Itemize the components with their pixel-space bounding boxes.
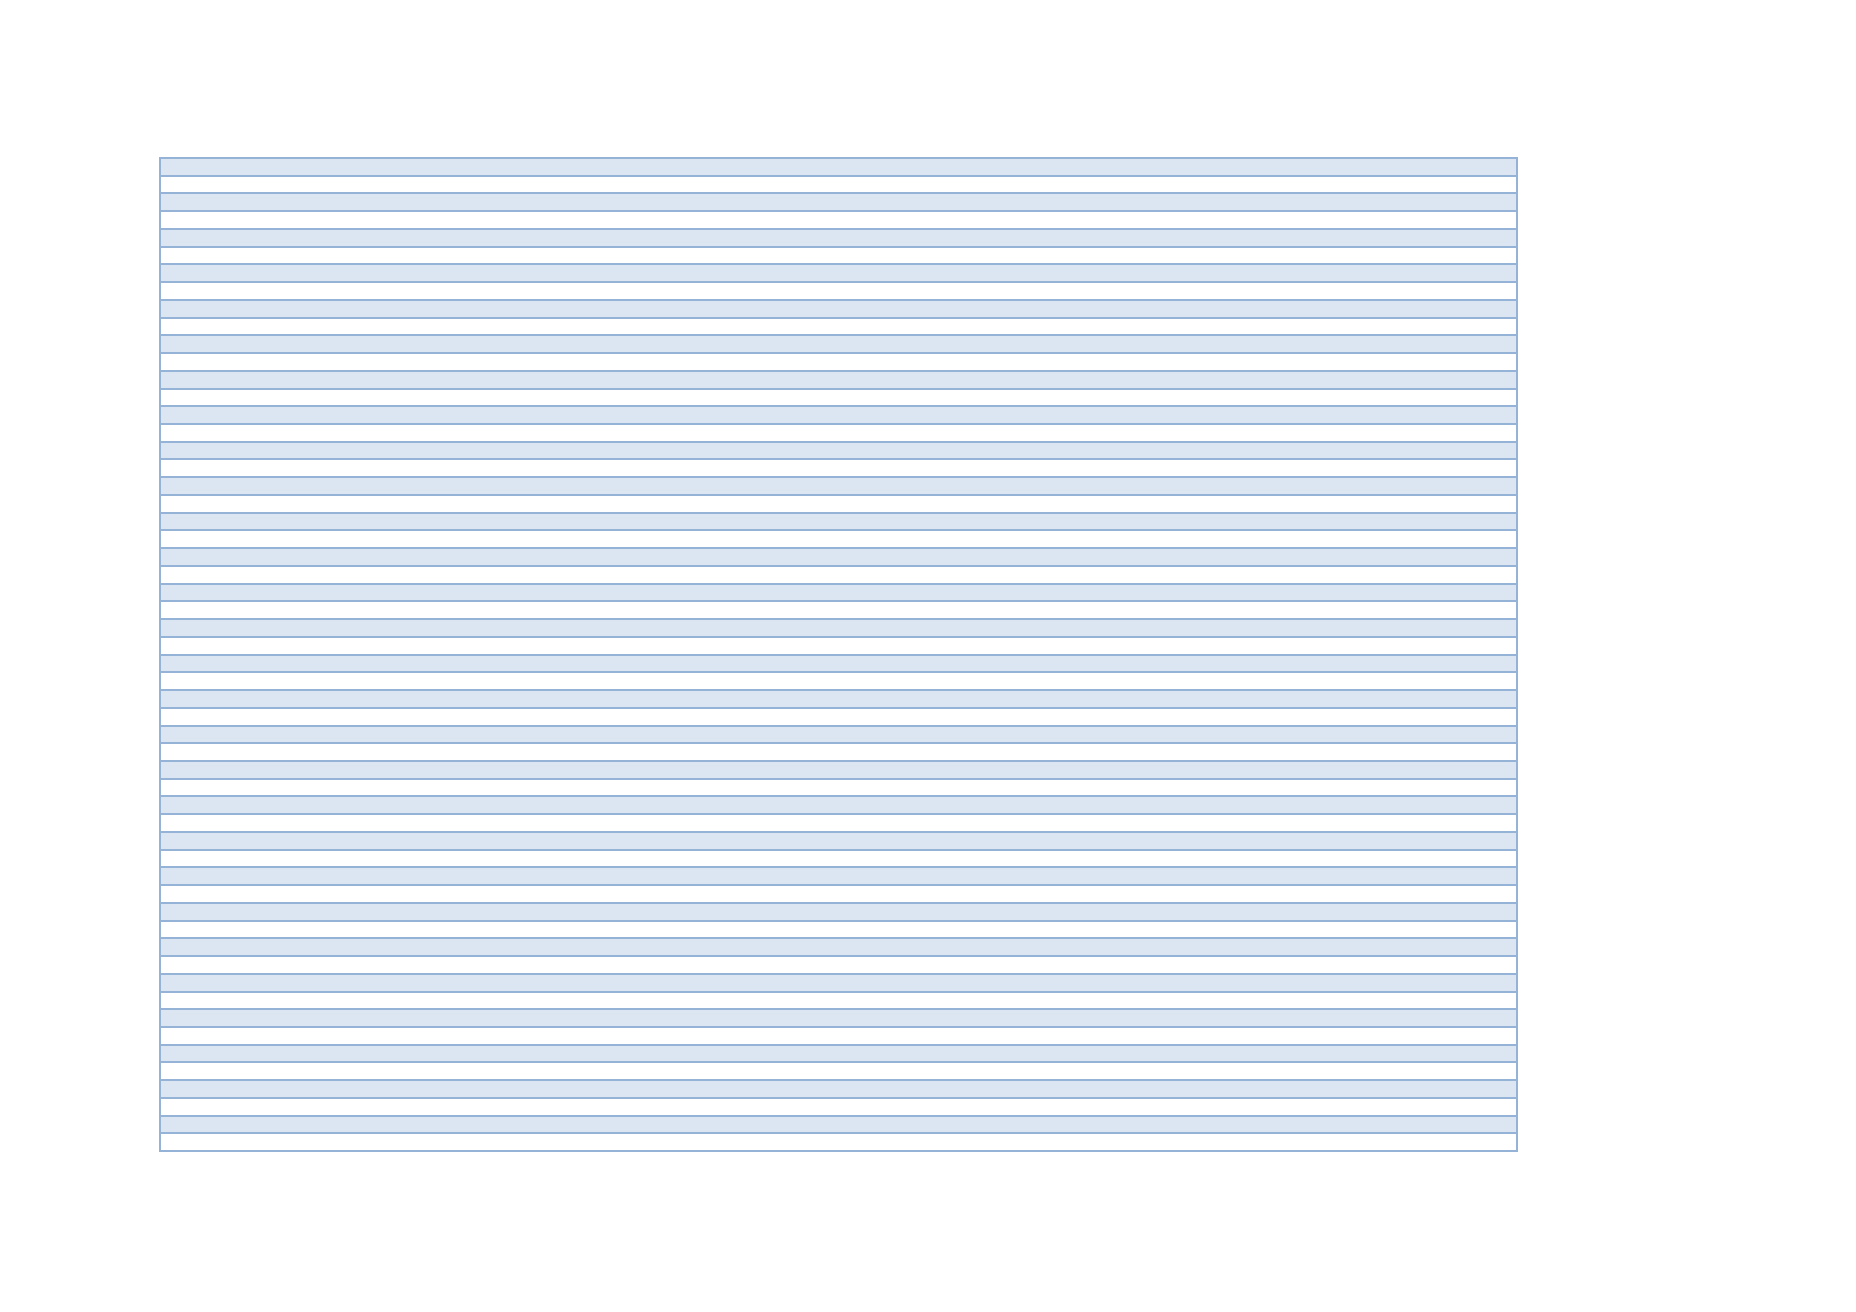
table-row[interactable]: [161, 159, 1516, 177]
table-row[interactable]: [161, 389, 1516, 408]
table-row[interactable]: [161, 336, 1516, 355]
table-row[interactable]: [161, 513, 1516, 532]
table-row[interactable]: [161, 176, 1516, 195]
table-row[interactable]: [161, 460, 1516, 479]
table-row[interactable]: [161, 212, 1516, 230]
table-row[interactable]: [161, 531, 1516, 550]
table-row[interactable]: [161, 407, 1516, 426]
table-row[interactable]: [161, 620, 1516, 638]
table-row[interactable]: [161, 1116, 1516, 1135]
table-row[interactable]: [161, 957, 1516, 975]
table-row[interactable]: [161, 939, 1516, 958]
table-row[interactable]: [161, 602, 1516, 621]
table-row[interactable]: [161, 744, 1516, 762]
table-row[interactable]: [161, 1063, 1516, 1082]
table-row[interactable]: [161, 371, 1516, 390]
table-row[interactable]: [161, 1027, 1516, 1046]
table-row[interactable]: [161, 850, 1516, 869]
table-row[interactable]: [161, 1010, 1516, 1028]
table-row[interactable]: [161, 265, 1516, 284]
table-row[interactable]: [161, 868, 1516, 887]
table-row[interactable]: [161, 442, 1516, 461]
banded-table: [159, 157, 1518, 1152]
table-row[interactable]: [161, 637, 1516, 656]
table-row[interactable]: [161, 921, 1516, 940]
table-row[interactable]: [161, 655, 1516, 674]
table-row[interactable]: [161, 1098, 1516, 1117]
table-row[interactable]: [161, 247, 1516, 266]
table-row[interactable]: [161, 495, 1516, 514]
table-row[interactable]: [161, 708, 1516, 727]
table-row[interactable]: [161, 903, 1516, 922]
table-row[interactable]: [161, 229, 1516, 248]
table-row[interactable]: [161, 691, 1516, 709]
table-row[interactable]: [161, 584, 1516, 603]
table-row[interactable]: [161, 1045, 1516, 1064]
table-row[interactable]: [161, 300, 1516, 319]
table-row[interactable]: [161, 354, 1516, 372]
table-row[interactable]: [161, 566, 1516, 585]
table-row[interactable]: [161, 761, 1516, 780]
table-row[interactable]: [161, 425, 1516, 443]
table-row[interactable]: [161, 726, 1516, 745]
table-row[interactable]: [161, 832, 1516, 851]
table-row[interactable]: [161, 1134, 1516, 1151]
table-row[interactable]: [161, 815, 1516, 833]
table-row[interactable]: [161, 283, 1516, 301]
table-row[interactable]: [161, 673, 1516, 692]
table-row[interactable]: [161, 974, 1516, 993]
table-row[interactable]: [161, 886, 1516, 904]
table-row[interactable]: [161, 992, 1516, 1011]
table-row[interactable]: [161, 318, 1516, 337]
table-row[interactable]: [161, 478, 1516, 496]
table-row[interactable]: [161, 549, 1516, 567]
table-row[interactable]: [161, 779, 1516, 798]
table-row[interactable]: [161, 1081, 1516, 1099]
table-row[interactable]: [161, 194, 1516, 213]
table-row[interactable]: [161, 797, 1516, 816]
